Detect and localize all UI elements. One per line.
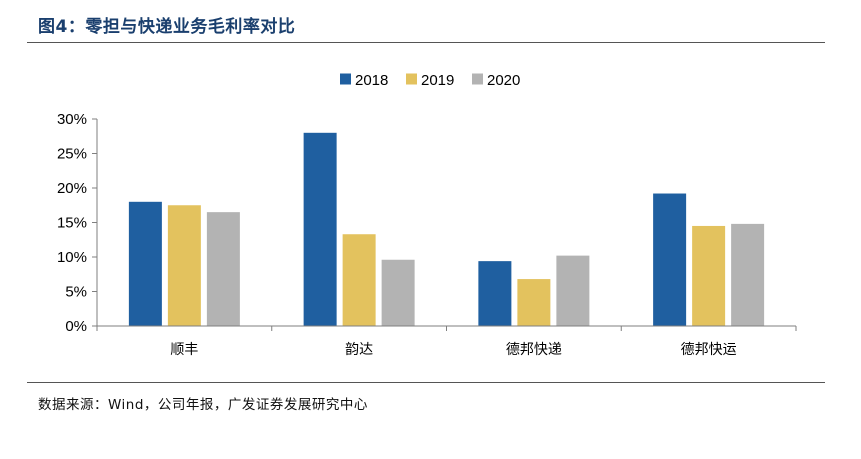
legend-label-2020: 2020 [487,72,520,89]
legend-swatch-2019 [406,73,417,85]
legend-swatch-2018 [340,73,351,85]
bar-2019-4 [692,225,726,326]
legend-label-2018: 2018 [355,72,388,89]
bar-2020-3 [556,255,590,326]
y-tick-label: 10% [57,249,87,266]
x-category-label: 韵达 [345,342,373,358]
bar-2018-1 [128,201,162,326]
source-note: 数据来源：Wind，公司年报，广发证券发展研究中心 [38,397,368,413]
bar-chart: 2018 2019 2020 0% 5% 10% 15% 20% 25% 30% 顺丰 韵达 德邦快… [57,72,797,358]
y-tick-label: 20% [57,180,87,197]
legend-label-2019: 2019 [421,72,454,89]
x-category-label: 顺丰 [170,342,198,358]
y-tick-label: 30% [57,111,87,128]
y-tick-label: 5% [65,284,87,301]
bar-2019-2 [342,234,376,326]
bar-2018-4 [653,193,687,326]
bars-group [128,132,765,326]
bar-2020-2 [381,259,415,326]
bar-2020-1 [206,212,240,326]
y-tick-label: 25% [57,146,87,163]
x-axis: 顺丰 韵达 德邦快递 德邦快运 [96,325,797,358]
x-category-label: 德邦快递 [506,342,562,358]
bar-2018-3 [478,261,512,326]
y-tick-label: 0% [65,318,87,335]
bar-2019-1 [167,205,201,326]
bar-2018-2 [303,132,337,326]
y-axis: 0% 5% 10% 15% 20% 25% 30% [57,111,98,335]
source-divider [27,382,825,383]
x-category-label: 德邦快运 [681,342,737,358]
legend-swatch-2020 [472,73,483,85]
title-divider [27,42,825,43]
chart-legend: 2018 2019 2020 [340,72,520,89]
y-tick-label: 15% [57,215,87,232]
bar-2019-3 [517,279,551,326]
bar-2020-4 [731,223,765,326]
figure-title: 图4：零担与快递业务毛利率对比 [38,17,296,37]
